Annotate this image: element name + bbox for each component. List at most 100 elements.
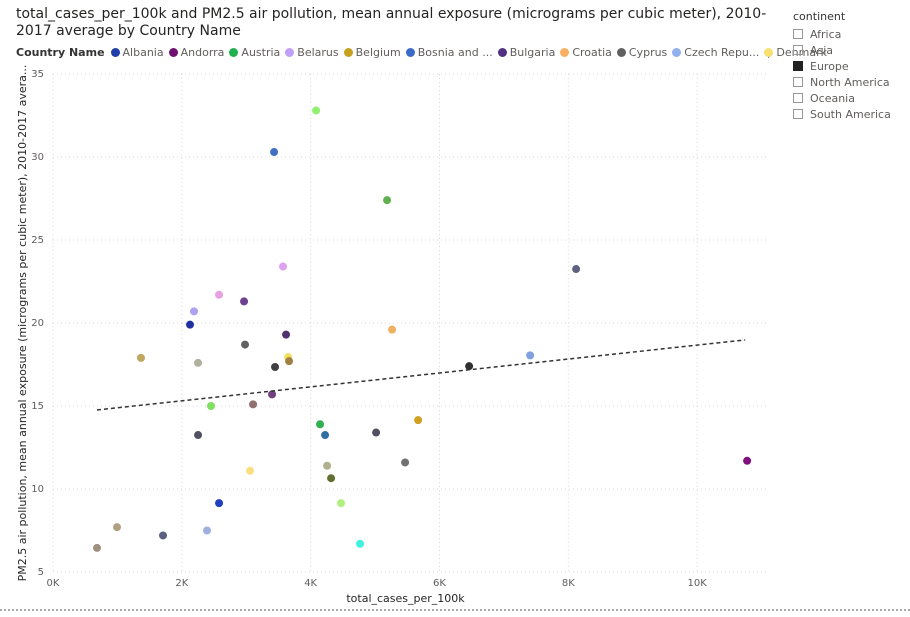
data-point [240,297,249,306]
x-tick-label: 8K [562,578,575,589]
data-point [465,362,474,371]
data-point [271,362,280,371]
slicer-item[interactable]: Africa [793,26,891,42]
data-point [337,499,346,508]
data-point [249,400,258,409]
slicer-item[interactable]: South America [793,106,891,122]
x-tick-label: 6K [433,578,446,589]
x-tick-label: 10K [687,578,707,589]
data-point [312,106,321,115]
legend-item: Croatia [560,46,612,59]
legend-item: Belgium [343,46,401,59]
slicer-item[interactable]: Oceania [793,90,891,106]
checkbox[interactable] [793,109,803,119]
legend-label: Denmark [776,46,827,59]
legend-label: Austria [241,46,281,59]
y-tick-label: 10 [31,484,44,495]
data-point [282,330,291,339]
data-point [526,351,535,360]
y-tick-label: 15 [31,401,44,412]
data-point [388,325,397,334]
legend-swatch [229,48,239,57]
data-point [241,340,250,349]
data-point [215,290,224,299]
data-point [372,428,381,437]
legend-swatch [285,48,295,57]
slicer-label: Oceania [810,91,855,105]
y-axis-title: PM2.5 air pollution, mean annual exposur… [16,65,29,582]
slicer-label: Europe [810,59,849,73]
y-tick-label: 25 [31,235,44,246]
slicer-label: Africa [810,27,842,41]
chart-title: total_cases_per_100k and PM2.5 air pollu… [16,6,767,39]
data-point [279,262,288,271]
legend-item: Czech Repu... [672,46,759,59]
data-point [327,474,336,483]
legend-swatch [560,48,570,57]
legend-swatch [616,48,626,57]
data-point [194,431,203,440]
data-point [285,357,294,366]
data-point [136,353,145,362]
slicer-item[interactable]: Asia [793,42,891,58]
legend-label: Belgium [355,46,401,59]
slicer-item[interactable]: North America [793,74,891,90]
legend-item: Andorra [168,46,225,59]
data-point [186,320,195,329]
legend-swatch [343,48,353,57]
legend-swatch [672,48,682,57]
legend-label: Czech Repu... [684,46,760,59]
checkbox[interactable] [793,45,803,55]
data-point [401,458,410,467]
legend-swatch [110,48,120,57]
legend-item: Belarus [285,46,339,59]
data-point [246,466,255,475]
data-point [270,148,279,157]
slicer-title: continent [793,10,846,23]
checkbox[interactable] [793,93,803,103]
data-point [215,499,224,508]
legend-label: Croatia [572,46,612,59]
legend-swatch [764,48,774,57]
legend-swatch [168,48,178,57]
legend-title: Country Name [16,46,105,59]
legend-item: Bosnia and ... [405,46,493,59]
data-point [203,526,212,535]
legend-label: Cyprus [628,46,668,59]
legend-label: Albania [122,46,164,59]
y-tick-label: 30 [31,152,44,163]
trend-line [96,339,746,411]
y-tick-label: 20 [31,318,44,329]
legend-label: Bulgaria [509,46,556,59]
legend-swatch [497,48,507,57]
legend-item: Austria [229,46,280,59]
y-tick-label: 35 [31,69,44,80]
checkbox[interactable] [793,29,803,39]
checkbox[interactable] [793,61,803,71]
legend-label: Belarus [297,46,339,59]
legend-label: Andorra [180,46,225,59]
data-point [190,307,199,316]
data-point [159,531,168,540]
data-point [383,196,392,205]
data-point [323,461,332,470]
legend-item: Cyprus [616,46,668,59]
data-point [743,456,752,465]
slicer-label: North America [810,75,890,89]
data-point [207,402,216,410]
checkbox[interactable] [793,77,803,87]
slicer: continent Africa Asia Europe North America Oc… [793,10,891,122]
legend-item: Albania [110,46,164,59]
data-point [356,539,365,548]
legend: Country Name Albania Andorra Austria Belarus… [16,46,827,59]
slicer-item[interactable]: Europe [793,58,891,74]
x-tick-label: 0K [47,578,60,589]
data-point [268,390,277,399]
legend-item: Denmark [764,46,827,59]
data-point [321,431,330,440]
legend-swatch [405,48,415,57]
data-point [414,416,423,425]
y-tick-label: 5 [38,567,44,578]
